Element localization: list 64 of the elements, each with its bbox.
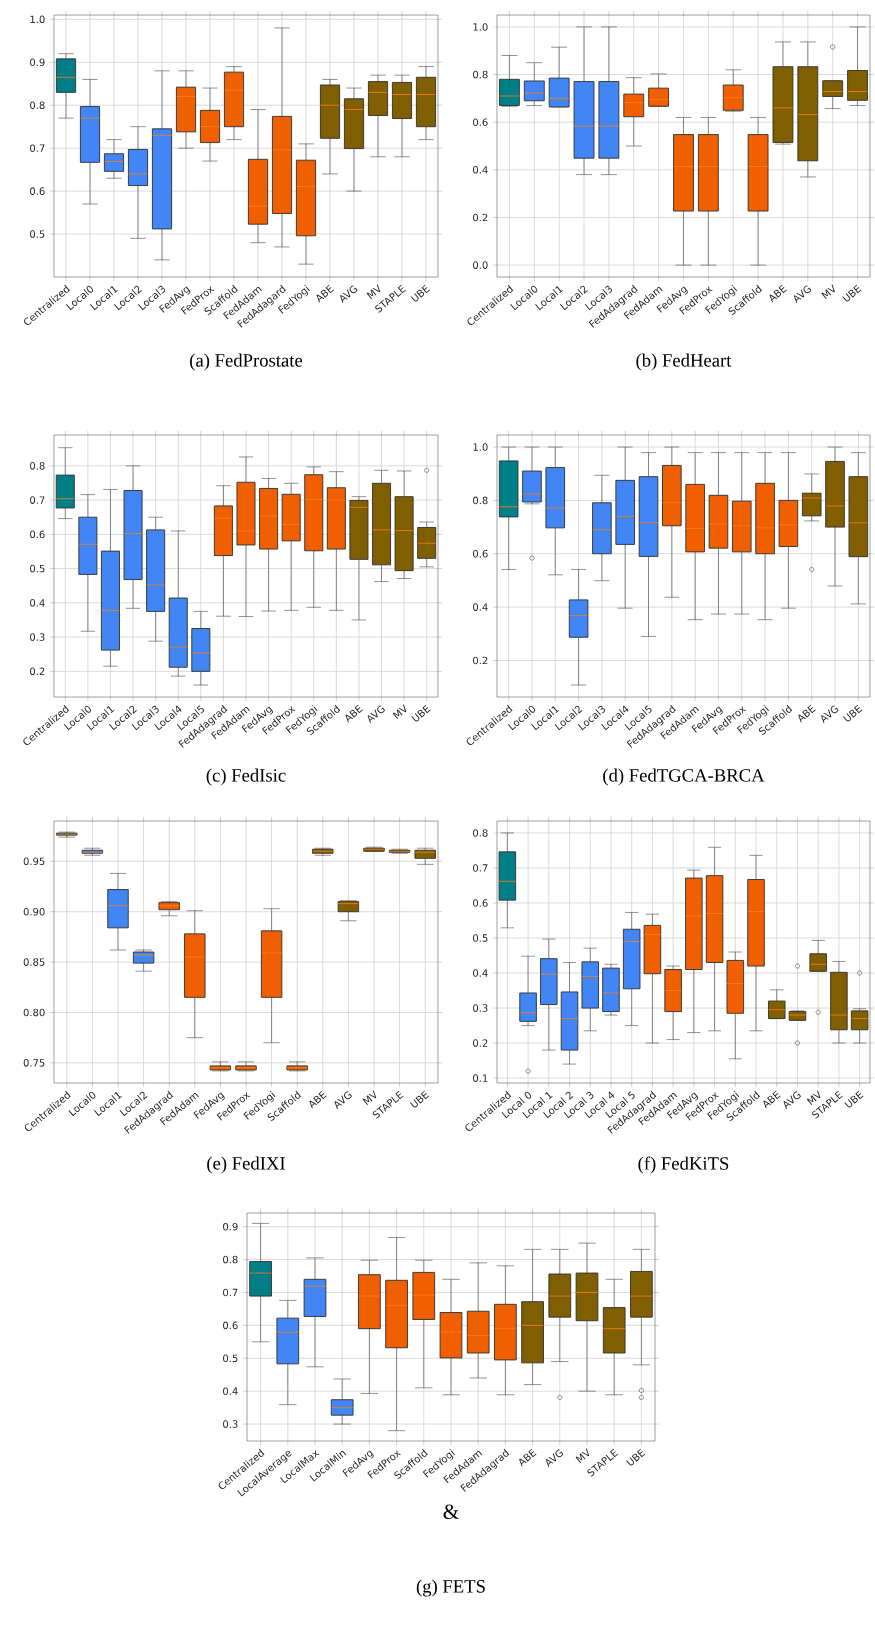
y-tick-label: 0.95 (23, 857, 45, 866)
y-tick-label: 0.3 (30, 633, 45, 641)
x-tick-label: ABE (763, 1090, 781, 1109)
y-tick-label: 0.8 (30, 101, 45, 109)
y-tick-label: 0.1 (473, 1074, 488, 1082)
text: (b) FedHeart (636, 353, 732, 371)
x-tick-label: UBE (626, 1448, 646, 1466)
text: (g) FETS (416, 1579, 485, 1597)
y-tick-label: 0.75 (23, 1059, 45, 1067)
y-tick-label: 0.6 (223, 1321, 238, 1330)
y-tick-label: 0.8 (473, 829, 488, 837)
y-tick-label: 0.6 (30, 530, 45, 539)
y-tick-label: 0.9 (30, 58, 45, 67)
y-tick-label: 0.3 (473, 1004, 488, 1012)
y-tick-label: 0.8 (30, 462, 45, 470)
y-tick-label: 0.9 (223, 1222, 238, 1231)
y-tick-label: 0.7 (30, 496, 45, 504)
y-tick-label: 0.2 (30, 667, 45, 676)
y-tick-label: 1.0 (30, 15, 45, 24)
text: & (443, 1504, 459, 1519)
y-tick-label: 0.90 (23, 907, 45, 916)
y-tick-label: 0.5 (473, 934, 488, 942)
text: (e) FedIXI (207, 1156, 285, 1174)
y-tick-label: 0.5 (223, 1354, 238, 1363)
y-tick-label: 1.0 (473, 23, 488, 31)
y-tick-label: 0.6 (30, 187, 45, 195)
y-tick-label: 0.7 (473, 864, 488, 872)
y-tick-label: 0.4 (223, 1387, 238, 1395)
y-tick-label: 0.85 (23, 958, 45, 966)
y-tick-label: 0.6 (473, 549, 488, 558)
x-tick-label: UBE (410, 284, 430, 302)
y-tick-label: 0.8 (473, 496, 488, 505)
y-tick-label: 0.4 (473, 166, 488, 174)
y-tick-label: 0.5 (30, 230, 45, 238)
x-tick-label: UBE (409, 1090, 430, 1108)
y-tick-label: 0.2 (473, 213, 488, 222)
x-tick-label: UBE (844, 1090, 864, 1108)
x-tick-label: UBE (843, 704, 863, 722)
y-tick-label: 0.7 (30, 144, 45, 152)
y-tick-label: 0.80 (23, 1008, 45, 1017)
y-tick-label: 1.0 (473, 443, 488, 451)
text: (c) FedIsic (206, 768, 286, 786)
y-tick-label: 0.8 (223, 1255, 238, 1264)
y-tick-label: 0.4 (473, 969, 488, 977)
x-tick-label: UBE (842, 284, 862, 302)
y-tick-label: 0.6 (473, 118, 488, 126)
y-tick-label: 0.2 (473, 656, 488, 665)
y-tick-label: 0.2 (473, 1039, 488, 1047)
y-tick-label: 0.4 (30, 599, 45, 607)
x-tick-label: UBE (411, 704, 431, 722)
text: (a) FedProstate (190, 353, 303, 371)
x-tick-label: MV (575, 1448, 590, 1464)
text: (d) FedTGCA-BRCA (603, 768, 765, 786)
x-tick-label: MV (392, 704, 407, 720)
x-tick-label: ABE (798, 704, 816, 723)
y-tick-label: 0.0 (473, 261, 488, 269)
y-tick-label: 0.6 (473, 899, 488, 907)
text: (f) FedKiTS (638, 1156, 729, 1174)
y-tick-label: 0.3 (223, 1420, 238, 1428)
y-tick-label: 0.7 (223, 1288, 238, 1297)
y-tick-label: 0.8 (473, 70, 488, 79)
x-tick-label: MV (821, 284, 835, 300)
y-tick-label: 0.5 (30, 564, 45, 573)
y-tick-label: 0.4 (473, 603, 488, 611)
